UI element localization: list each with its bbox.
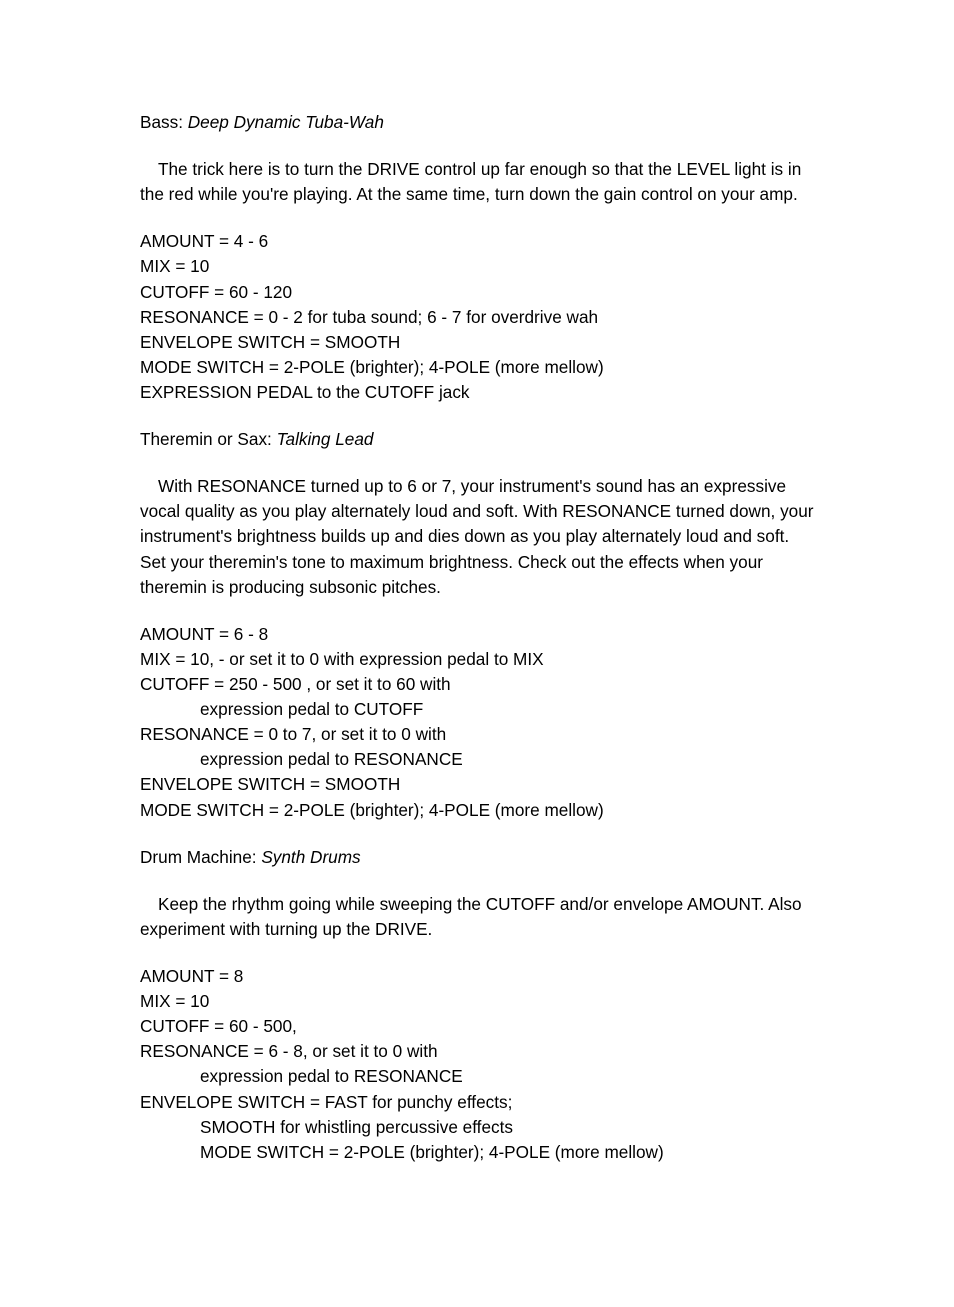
heading-prefix: Bass: xyxy=(140,112,188,132)
heading-title: Talking Lead xyxy=(277,429,374,449)
section-heading: Bass: Deep Dynamic Tuba-Wah xyxy=(140,110,814,135)
setting-line-cont: SMOOTH for whistling percussive effects xyxy=(140,1115,814,1140)
setting-line: ENVELOPE SWITCH = SMOOTH xyxy=(140,330,814,355)
setting-line-cont: expression pedal to RESONANCE xyxy=(140,747,814,772)
setting-line: AMOUNT = 6 - 8 xyxy=(140,622,814,647)
settings-block: AMOUNT = 6 - 8 MIX = 10, - or set it to … xyxy=(140,622,814,823)
heading-title: Synth Drums xyxy=(261,847,360,867)
setting-line: MODE SWITCH = 2-POLE (brighter); 4-POLE … xyxy=(140,798,814,823)
setting-line: MIX = 10 xyxy=(140,989,814,1014)
setting-line: RESONANCE = 0 - 2 for tuba sound; 6 - 7 … xyxy=(140,305,814,330)
setting-line: CUTOFF = 60 - 500, xyxy=(140,1014,814,1039)
setting-line: EXPRESSION PEDAL to the CUTOFF jack xyxy=(140,380,814,405)
heading-prefix: Drum Machine: xyxy=(140,847,261,867)
section-paragraph: The trick here is to turn the DRIVE cont… xyxy=(140,157,814,207)
section-heading: Drum Machine: Synth Drums xyxy=(140,845,814,870)
setting-line: RESONANCE = 0 to 7, or set it to 0 with xyxy=(140,722,814,747)
setting-line: AMOUNT = 8 xyxy=(140,964,814,989)
setting-line: MODE SWITCH = 2-POLE (brighter); 4-POLE … xyxy=(140,355,814,380)
setting-line: AMOUNT = 4 - 6 xyxy=(140,229,814,254)
heading-title: Deep Dynamic Tuba-Wah xyxy=(188,112,384,132)
settings-block: AMOUNT = 4 - 6 MIX = 10 CUTOFF = 60 - 12… xyxy=(140,229,814,405)
section-heading: Theremin or Sax: Talking Lead xyxy=(140,427,814,452)
setting-line: ENVELOPE SWITCH = SMOOTH xyxy=(140,772,814,797)
document-page: Bass: Deep Dynamic Tuba-Wah The trick he… xyxy=(0,0,954,1307)
setting-line: MIX = 10, - or set it to 0 with expressi… xyxy=(140,647,814,672)
setting-line: MIX = 10 xyxy=(140,254,814,279)
section-paragraph: With RESONANCE turned up to 6 or 7, your… xyxy=(140,474,814,600)
setting-line: RESONANCE = 6 - 8, or set it to 0 with xyxy=(140,1039,814,1064)
setting-line: ENVELOPE SWITCH = FAST for punchy effect… xyxy=(140,1090,814,1115)
section-paragraph: Keep the rhythm going while sweeping the… xyxy=(140,892,814,942)
heading-prefix: Theremin or Sax: xyxy=(140,429,277,449)
setting-line-cont: expression pedal to CUTOFF xyxy=(140,697,814,722)
setting-line-cont: MODE SWITCH = 2-POLE (brighter); 4-POLE … xyxy=(140,1140,814,1165)
settings-block: AMOUNT = 8 MIX = 10 CUTOFF = 60 - 500, R… xyxy=(140,964,814,1165)
setting-line: CUTOFF = 60 - 120 xyxy=(140,280,814,305)
setting-line: CUTOFF = 250 - 500 , or set it to 60 wit… xyxy=(140,672,814,697)
setting-line-cont: expression pedal to RESONANCE xyxy=(140,1064,814,1089)
